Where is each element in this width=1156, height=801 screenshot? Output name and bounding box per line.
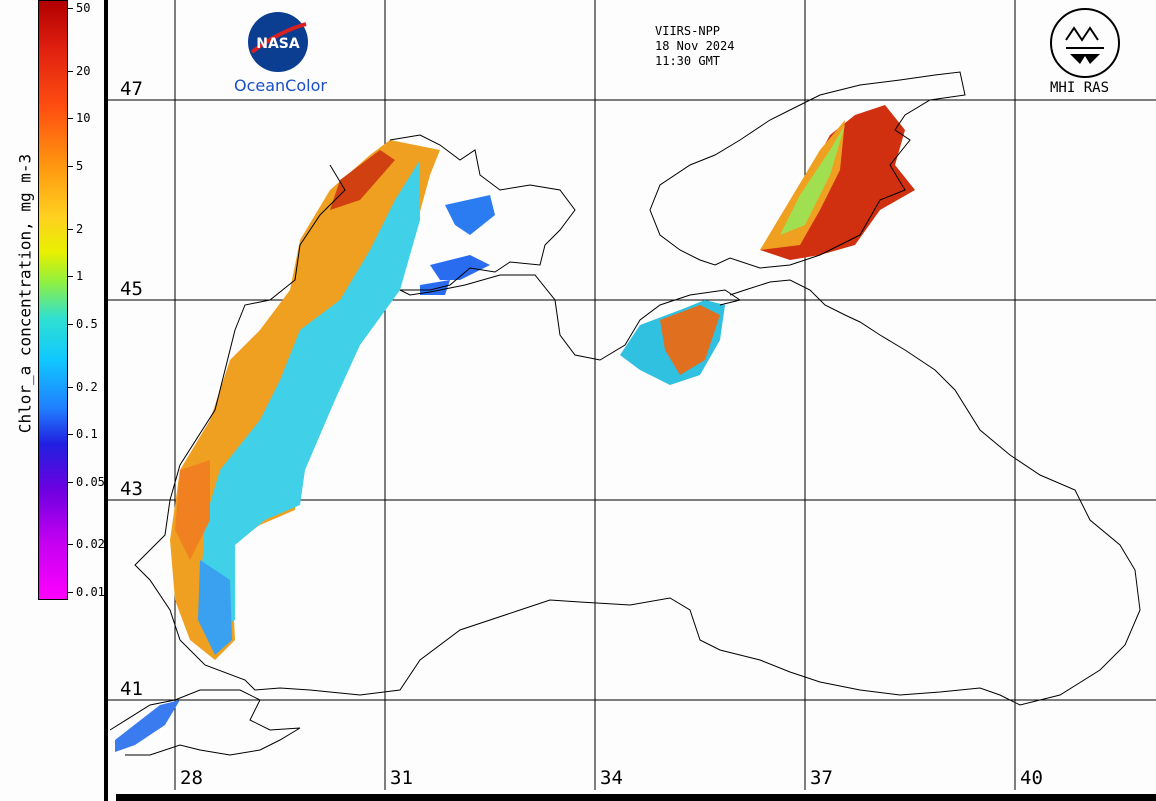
mhi-logo-text: MHI RAS xyxy=(1050,80,1110,96)
lon-label-28: 28 xyxy=(180,767,203,789)
colorbar-title: Chlor_a concentration, mg m-3 xyxy=(15,153,35,434)
colorbar-tick-label: 0.02 xyxy=(76,537,105,552)
map-canvas xyxy=(104,0,1156,801)
satellite-info: VIIRS-NPP 18 Nov 2024 11:30 GMT xyxy=(655,24,734,69)
date-label: 18 Nov 2024 xyxy=(655,39,735,53)
colorbar-tick-label: 0.5 xyxy=(76,316,98,331)
colorbar-tick-mark xyxy=(68,481,73,483)
colorbar-tick-mark xyxy=(68,592,73,593)
lon-label-34: 34 xyxy=(600,767,623,789)
time-label: 11:30 GMT xyxy=(655,54,721,68)
mhi-logo xyxy=(1050,8,1120,78)
colorbar xyxy=(38,0,68,600)
chlorophyll-azov xyxy=(760,105,915,260)
lon-label-31: 31 xyxy=(390,767,413,789)
nasa-logo: NASA xyxy=(248,12,308,72)
colorbar-tick-mark xyxy=(68,544,73,546)
lat-label-45: 45 xyxy=(120,278,143,300)
lon-label-40: 40 xyxy=(1020,767,1043,789)
colorbar-tick-label: 50 xyxy=(76,1,91,15)
colorbar-tick-label: 2 xyxy=(76,221,84,236)
colorbar-tick-mark xyxy=(68,434,73,436)
chlorophyll-west-shelf xyxy=(115,140,495,752)
svg-text:NASA: NASA xyxy=(256,36,300,52)
lon-label-37: 37 xyxy=(810,767,833,789)
colorbar-tick-label: 10 xyxy=(76,111,91,126)
lat-label-41: 41 xyxy=(120,678,143,700)
colorbar-tick-label: 1 xyxy=(76,269,84,284)
colorbar-tick-mark xyxy=(68,386,73,388)
colorbar-tick-mark xyxy=(68,165,73,167)
colorbar-tick-mark xyxy=(68,323,73,325)
sensor-label: VIIRS-NPP xyxy=(655,24,721,38)
colorbar-tick-mark xyxy=(68,228,73,230)
colorbar-tick-mark xyxy=(68,8,73,9)
colorbar-tick-mark xyxy=(68,118,73,120)
lat-label-47: 47 xyxy=(120,78,143,100)
chlorophyll-crimea xyxy=(620,300,725,385)
lat-label-43: 43 xyxy=(120,478,143,500)
colorbar-tick-label: 0.1 xyxy=(76,427,98,442)
colorbar-tick-mark xyxy=(68,276,73,278)
colorbar-tick-label: 0.05 xyxy=(76,474,105,489)
colorbar-tick-label: 5 xyxy=(76,158,84,173)
coastline xyxy=(109,71,1141,756)
colorbar-tick-label: 20 xyxy=(76,63,91,78)
colorbar-tick-mark xyxy=(68,70,73,72)
oceancolor-logo-text: OceanColor xyxy=(234,76,327,95)
colorbar-tick-label: 0.01 xyxy=(76,585,105,599)
colorbar-tick-label: 0.2 xyxy=(76,379,98,394)
